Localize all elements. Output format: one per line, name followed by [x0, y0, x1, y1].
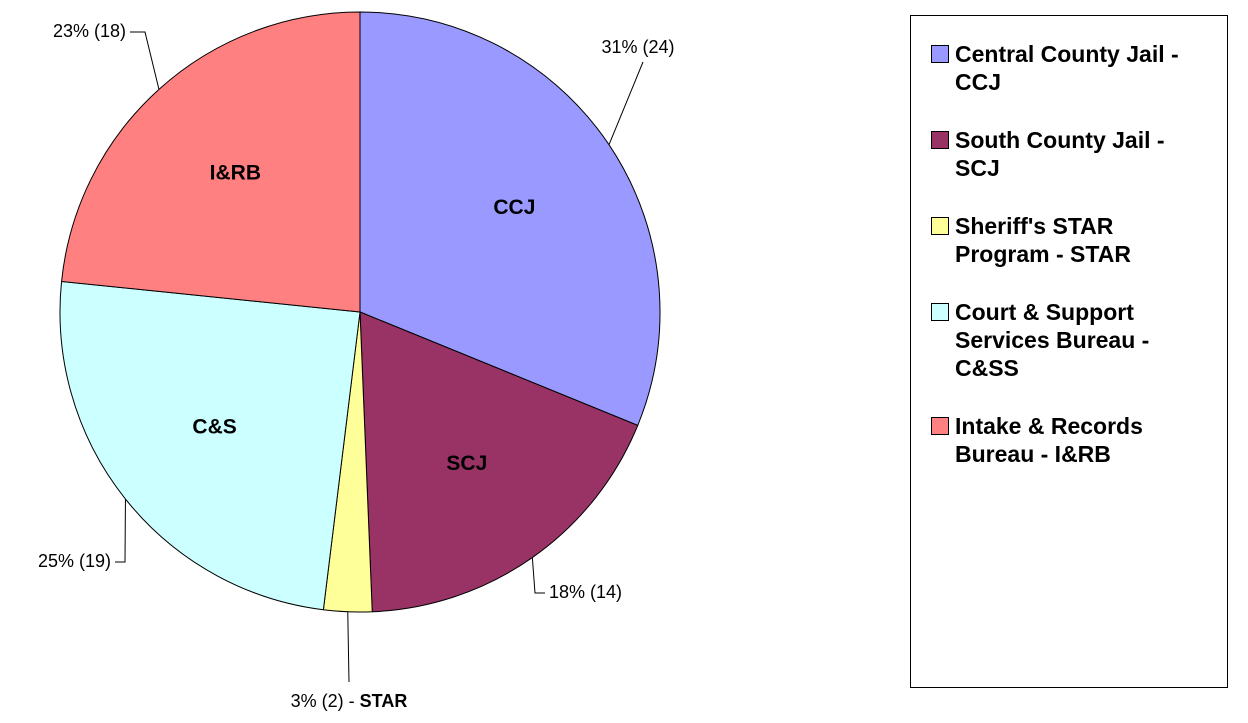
- legend-item: Sheriff's STAR Program - STAR: [931, 212, 1217, 268]
- legend-label: Sheriff's STAR Program - STAR: [955, 213, 1131, 267]
- legend-swatch: [931, 303, 949, 321]
- legend-swatch: [931, 131, 949, 149]
- value-label-text: 31% (24): [601, 37, 674, 57]
- legend-item: Court & Support Services Bureau - C&SS: [931, 298, 1217, 382]
- value-label: 23% (18): [53, 21, 126, 41]
- legend-label: Intake & Records Bureau - I&RB: [955, 413, 1143, 467]
- value-label: 18% (14): [549, 582, 622, 602]
- value-label-text: 25% (19): [38, 551, 111, 571]
- value-label-text: 3% (2) -: [291, 691, 355, 711]
- legend-item: Intake & Records Bureau - I&RB: [931, 412, 1217, 468]
- legend-swatch: [931, 217, 949, 235]
- value-label: 3% (2) - STAR: [291, 691, 408, 711]
- legend-swatch: [931, 45, 949, 63]
- value-label: 31% (24): [601, 37, 674, 57]
- pie-slice: [59, 280, 361, 611]
- legend-item: South County Jail - SCJ: [931, 126, 1217, 182]
- slice-label: STAR: [360, 691, 408, 711]
- value-label-text: 18% (14): [549, 582, 622, 602]
- legend-label: Central County Jail - CCJ: [955, 41, 1179, 95]
- slice-label: C&S: [192, 416, 236, 439]
- legend-label: South County Jail - SCJ: [955, 127, 1165, 181]
- leader-line: [347, 611, 350, 683]
- pie-slice: [359, 11, 661, 427]
- pie-slice: [359, 311, 639, 613]
- legend-label: Court & Support Services Bureau - C&SS: [955, 299, 1150, 381]
- chart: 31% (24) CCJ 18% (14) SCJ 3% (2) - STAR 25% (…: [38, 11, 675, 711]
- leader-line: [531, 557, 545, 594]
- leader-line: [608, 61, 644, 145]
- leader-line: [130, 31, 160, 90]
- slice-label: CCJ: [493, 196, 535, 219]
- slice-label: SCJ: [446, 452, 487, 475]
- pie-slice: [61, 11, 361, 313]
- legend-swatch: [931, 417, 949, 435]
- leader-line: [115, 499, 126, 563]
- value-label-text: 23% (18): [53, 21, 126, 41]
- value-label: 25% (19): [38, 551, 111, 571]
- slice-label: I&RB: [210, 161, 261, 184]
- legend-item: Central County Jail - CCJ: [931, 40, 1217, 96]
- legend: Central County Jail - CCJ South County Ja…: [910, 15, 1228, 688]
